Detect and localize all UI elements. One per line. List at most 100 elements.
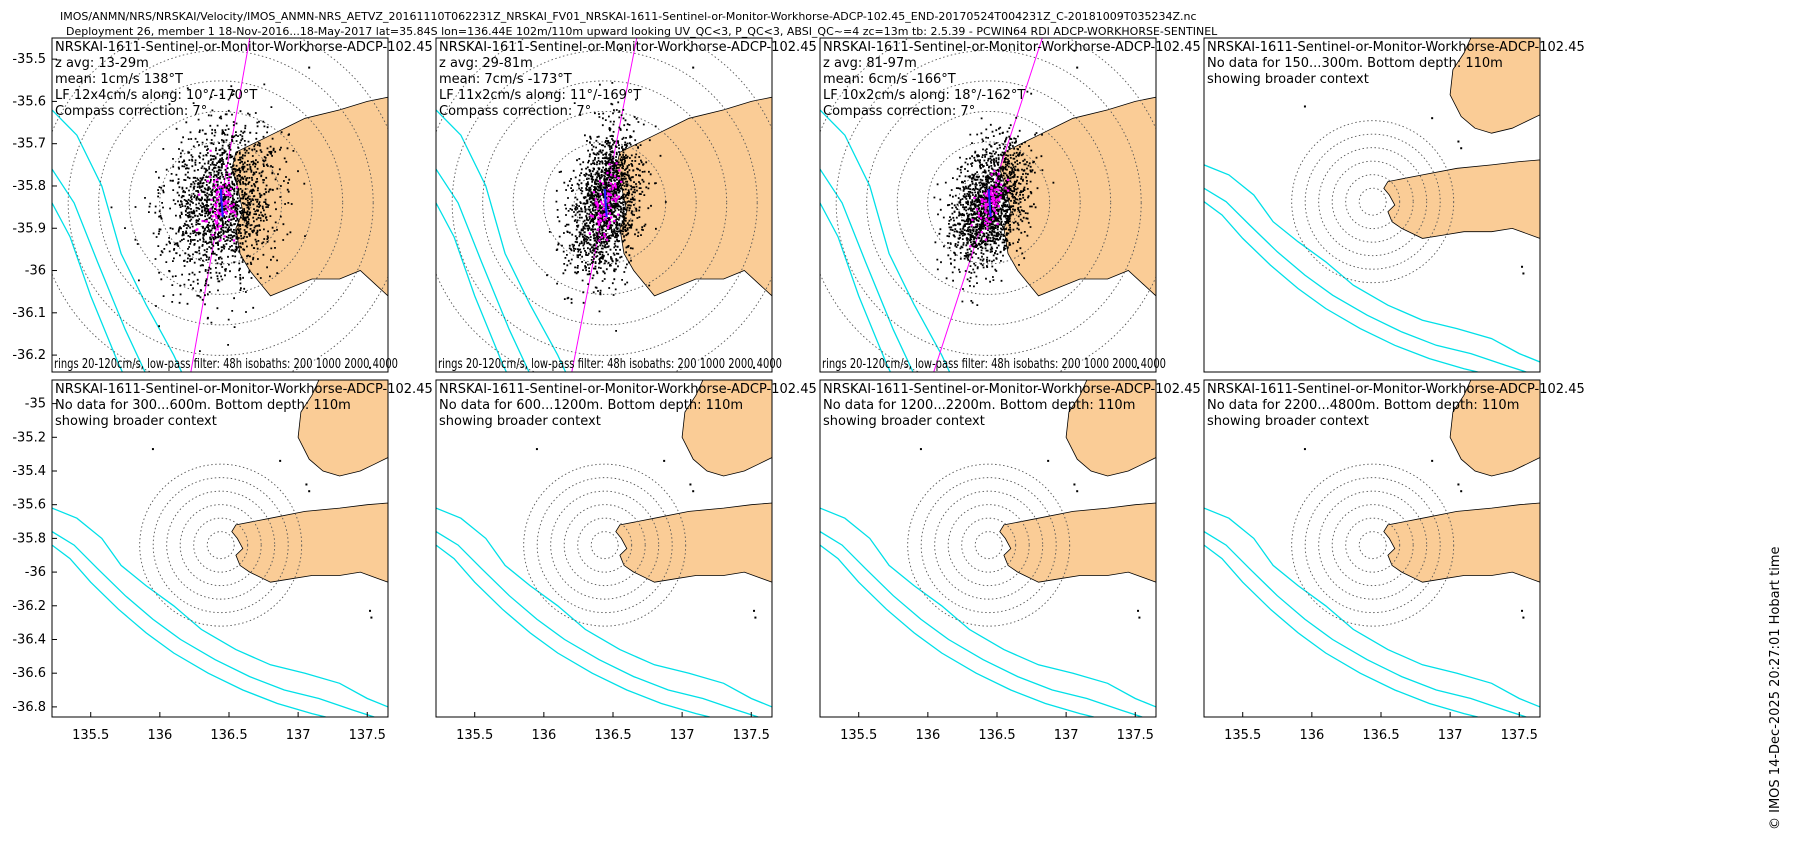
timestamp-label: © IMOS 14-Dec-2025 20:27:01 Hobart time <box>1768 546 1783 830</box>
isobath-line <box>1204 544 1478 717</box>
scatter-points <box>546 47 667 332</box>
y-tick-label: -35.5 <box>12 52 46 67</box>
panel-frame <box>1203 37 1541 373</box>
mean-velocity-vector <box>219 188 224 217</box>
panel-info-line: showing broader context <box>1207 72 1369 87</box>
islet-marker <box>689 49 692 52</box>
y-tick-label: -35.2 <box>12 430 46 445</box>
x-tick-label: 136.5 <box>1362 728 1399 743</box>
y-tick-label: -36 <box>25 565 46 580</box>
velocity-ring <box>1345 517 1401 573</box>
kangaroo-island-land <box>231 502 388 583</box>
islet-marker <box>1431 459 1434 462</box>
isobath-line <box>52 507 388 708</box>
y-tick-label: -36.6 <box>12 666 46 681</box>
kangaroo-island-land <box>615 96 772 297</box>
panel-plot-area <box>52 0 388 372</box>
kangaroo-island-land <box>999 502 1156 583</box>
panel-4: NRSKAI-1611-Sentinel-or-Monitor-Workhors… <box>1203 37 1585 373</box>
isobath-line <box>1204 187 1527 372</box>
panel-7: 135.5 136 136.5 137 137.5 NRSKAI-1611-Sentine… <box>819 379 1201 743</box>
islet-marker <box>535 448 538 451</box>
peninsula-land <box>298 0 388 30</box>
y-tick-label: -35.6 <box>12 94 46 109</box>
velocity-ring <box>1291 120 1455 284</box>
velocity-ring <box>166 490 276 600</box>
isobath-line <box>1204 164 1540 363</box>
islet-marker <box>1303 105 1306 108</box>
panel-info-line: Compass correction: 7° <box>55 104 207 119</box>
velocity-ring <box>934 490 1044 600</box>
panel-info-line: mean: 1cm/s 138°T <box>55 72 183 87</box>
lowpass-points <box>588 162 623 242</box>
velocity-ring <box>1358 531 1387 560</box>
peninsula-land <box>681 380 772 477</box>
panel-plot-area <box>820 38 1156 372</box>
y-tick-label: -35.7 <box>12 137 46 152</box>
kangaroo-island-land <box>1383 159 1540 239</box>
islet-marker <box>753 609 756 612</box>
islet-marker <box>919 448 922 451</box>
islet-marker <box>663 459 666 462</box>
mean-velocity-vector <box>987 188 992 217</box>
panel-info-line: Compass correction: 7° <box>439 104 591 119</box>
isobath-line <box>436 544 710 717</box>
islet-marker <box>308 490 311 493</box>
x-tick-label: 135.5 <box>72 728 109 743</box>
velocity-ring <box>1318 147 1428 257</box>
velocity-ring <box>947 504 1030 587</box>
islet-marker <box>369 366 372 369</box>
isobath-line <box>52 544 326 717</box>
panel-5: -35 -35.2 -35.4 -35.6 -35.8 -36 -36.2 -36.4 -36.… <box>12 379 433 743</box>
panel-info-line: z avg: 81-97m <box>823 56 917 71</box>
velocity-ring <box>1345 174 1401 230</box>
isobath-line <box>1204 507 1540 708</box>
panel-title: NRSKAI-1611-Sentinel-or-Monitor-Workhors… <box>439 382 817 397</box>
y-tick-label: -36.2 <box>12 348 46 363</box>
panel-info-line: showing broader context <box>55 414 217 429</box>
velocity-ring <box>961 517 1017 573</box>
velocity-ring <box>193 517 249 573</box>
panel-title: NRSKAI-1611-Sentinel-or-Monitor-Workhors… <box>1207 40 1585 55</box>
velocity-scatter <box>110 83 306 352</box>
y-tick-label: -36.2 <box>12 599 46 614</box>
isobath-line <box>820 202 892 372</box>
islet-marker <box>1522 616 1525 619</box>
panel-info-line: No data for 2200...4800m. Bottom depth: … <box>1207 398 1519 413</box>
islet-marker <box>1522 272 1525 275</box>
velocity-ring <box>866 80 1112 326</box>
islet-marker <box>1457 483 1460 486</box>
panel-footer: rings 20-120cm/s, low-pass filter: 48h i… <box>438 357 782 372</box>
figure-header-filename: IMOS/ANMN/NRS/NRSKAI/Velocity/IMOS_ANMN-… <box>60 10 1197 23</box>
y-tick-label: -35 <box>25 397 46 412</box>
panel-info-line: z avg: 13-29m <box>55 56 149 71</box>
panel-info-line: LF 10x2cm/s along: 18°/-162°T <box>823 88 1025 103</box>
x-tick-label: 136.5 <box>594 728 631 743</box>
velocity-ring <box>1358 187 1387 216</box>
peninsula-land <box>1449 38 1540 134</box>
panel-frame <box>819 379 1157 718</box>
lowpass-points <box>969 169 1010 248</box>
islet-marker <box>369 609 372 612</box>
panel-info-line: No data for 300...600m. Bottom depth: 11… <box>55 398 351 413</box>
x-tick-label: 137.5 <box>1117 728 1154 743</box>
velocity-ring <box>152 477 289 614</box>
velocity-ring <box>920 477 1057 614</box>
isobath-line <box>820 544 1094 717</box>
panel-plot-area <box>436 38 772 372</box>
velocity-ring <box>128 110 313 295</box>
panel-footer: rings 20-120cm/s, low-pass filter: 48h i… <box>54 357 398 372</box>
x-tick-label: 136 <box>1299 728 1324 743</box>
isobath-line <box>1204 531 1527 717</box>
mean-velocity-vector <box>603 188 608 217</box>
islet-marker <box>753 366 756 369</box>
velocity-ring <box>573 171 636 234</box>
islet-marker <box>1303 448 1306 451</box>
isobath-line <box>436 168 530 372</box>
islet-marker <box>1137 609 1140 612</box>
velocity-ring <box>590 531 619 560</box>
isobath-line <box>820 109 951 372</box>
panel-frame <box>435 379 773 718</box>
y-tick-label: -36.8 <box>12 700 46 715</box>
